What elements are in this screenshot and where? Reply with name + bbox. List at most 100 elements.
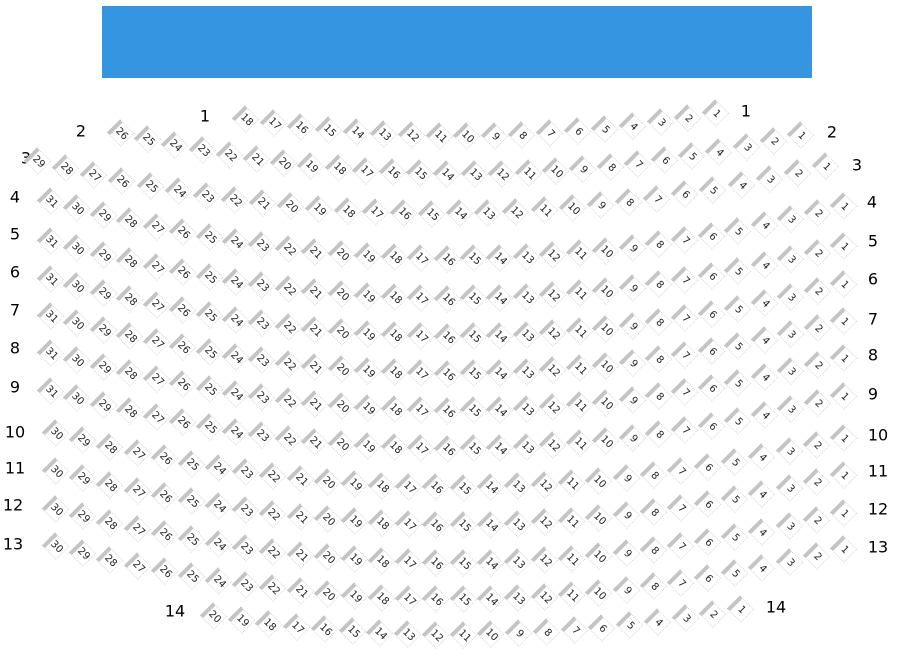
seat[interactable]: 20 [313,580,342,608]
seat[interactable]: 1 [829,344,858,372]
seat[interactable]: 26 [150,557,178,585]
seat[interactable]: 31 [36,302,65,330]
seat[interactable]: 6 [693,490,722,518]
seat[interactable]: 14 [476,473,505,501]
seat[interactable]: 25 [195,375,223,403]
seat[interactable]: 3 [776,245,805,274]
seat[interactable]: 12 [421,620,450,649]
seat[interactable]: 6 [697,336,726,365]
seat[interactable]: 4 [705,137,733,166]
seat[interactable]: 24 [164,177,192,206]
seat[interactable]: 12 [530,508,559,537]
seat[interactable]: 22 [259,499,287,528]
seat[interactable]: 5 [677,142,706,170]
seat[interactable]: 5 [723,294,752,323]
seat[interactable]: 18 [380,321,408,349]
seat[interactable]: 25 [177,562,206,590]
seat[interactable]: 22 [274,274,303,303]
seat[interactable]: 21 [301,352,329,381]
seat[interactable]: 10 [541,157,570,185]
seat[interactable]: 18 [231,105,260,133]
seat[interactable]: 24 [161,131,189,159]
seat[interactable]: 1 [829,424,858,452]
seat[interactable]: 14 [476,585,505,613]
seat[interactable]: 22 [220,185,249,214]
seat[interactable]: 15 [459,322,488,351]
seat[interactable]: 16 [422,585,450,614]
seat[interactable]: 5 [699,175,727,204]
seat[interactable]: 26 [168,333,197,362]
seat[interactable]: 25 [195,338,223,366]
seat[interactable]: 15 [459,434,488,463]
seat[interactable]: 12 [530,471,559,499]
seat[interactable]: 23 [192,181,221,210]
seat[interactable]: 9 [612,501,640,530]
seat[interactable]: 19 [305,194,333,223]
seat[interactable]: 10 [558,194,586,222]
seat[interactable]: 9 [612,575,640,604]
seat[interactable]: 3 [671,604,699,632]
seat[interactable]: 12 [538,281,567,310]
seat[interactable]: 12 [397,121,426,149]
seat[interactable]: 12 [530,583,559,611]
seat[interactable]: 18 [333,196,361,225]
seat[interactable]: 31 [36,377,65,405]
seat[interactable]: 19 [353,282,382,310]
seat[interactable]: 1 [701,99,730,127]
seat[interactable]: 4 [750,211,778,240]
seat[interactable]: 19 [353,394,382,422]
seat[interactable]: 8 [639,536,668,564]
seat[interactable]: 13 [460,160,488,188]
seat[interactable]: 17 [394,584,423,613]
seat[interactable]: 20 [313,467,342,496]
seat[interactable]: 5 [723,368,752,397]
seat[interactable]: 14 [476,510,505,539]
seat[interactable]: 7 [671,341,699,369]
seat[interactable]: 4 [750,289,778,318]
seat[interactable]: 4 [750,401,778,430]
seat[interactable]: 17 [394,510,423,539]
seat[interactable]: 10 [591,276,620,305]
seat[interactable]: 20 [327,240,356,268]
seat[interactable]: 26 [150,444,178,473]
seat[interactable]: 23 [231,458,260,487]
seat[interactable]: 1 [829,461,858,489]
seat[interactable]: 28 [96,508,124,537]
seat[interactable]: 18 [367,583,396,612]
seat[interactable]: 19 [353,320,382,348]
seat[interactable]: 6 [697,373,726,402]
seat[interactable]: 20 [327,318,356,346]
seat[interactable]: 8 [644,420,673,448]
seat[interactable]: 6 [650,146,679,174]
seat[interactable]: 29 [68,502,97,530]
seat[interactable]: 4 [750,251,778,280]
seat[interactable]: 6 [697,299,726,328]
seat[interactable]: 3 [776,320,805,349]
seat[interactable]: 6 [697,221,726,250]
seat[interactable]: 2 [802,505,831,534]
seat[interactable]: 9 [569,155,597,183]
seat[interactable]: 30 [41,419,70,447]
seat[interactable]: 2 [803,239,831,267]
seat[interactable]: 12 [538,356,567,385]
seat[interactable]: 10 [585,504,613,533]
seat[interactable]: 25 [177,449,206,478]
seat[interactable]: 26 [150,482,178,511]
seat[interactable]: 2 [803,351,831,379]
seat[interactable]: 11 [565,239,593,268]
seat[interactable]: 27 [142,403,171,431]
seat[interactable]: 7 [666,532,695,561]
seat[interactable]: 10 [585,542,613,571]
seat[interactable]: 22 [274,312,303,341]
seat[interactable]: 31 [36,187,65,215]
seat[interactable]: 15 [459,284,488,313]
seat[interactable]: 13 [512,358,541,386]
seat[interactable]: 11 [565,317,593,346]
seat[interactable]: 30 [63,194,91,223]
seat[interactable]: 26 [168,408,197,437]
seat[interactable]: 10 [452,122,481,150]
seat[interactable]: 19 [353,357,382,385]
seat[interactable]: 28 [116,285,144,314]
seat[interactable]: 9 [612,539,640,568]
seat[interactable]: 3 [776,395,805,424]
